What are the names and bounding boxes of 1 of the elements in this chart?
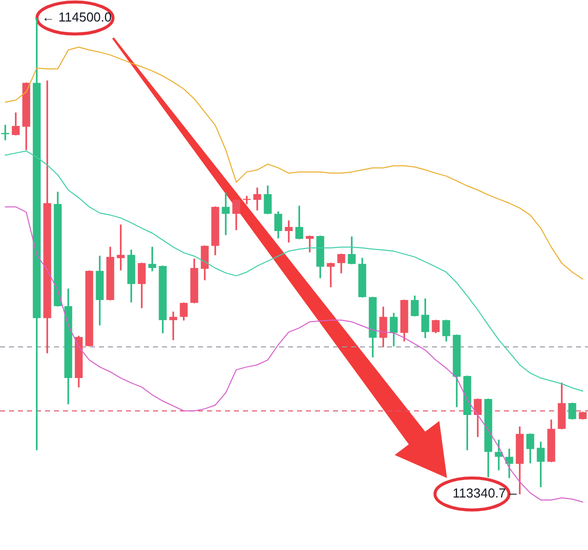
annotation: ← 114500.0 xyxy=(42,10,112,25)
